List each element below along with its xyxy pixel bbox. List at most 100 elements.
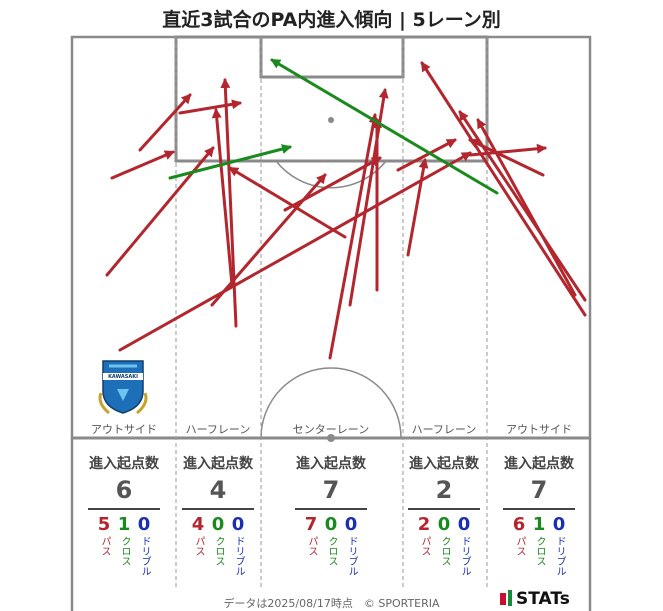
pass-label: パス [514,536,525,556]
club-crest: KAWASAKI [98,360,148,415]
entry-count-total: 7 [530,476,548,504]
brand-name: STATs [516,589,570,609]
pass-arrow [138,93,192,152]
pass-arrow [328,113,379,360]
cross-count: 0 [324,514,338,535]
pass-arrow [210,173,327,307]
entry-count-header: 進入起点数 [296,456,366,472]
stat-divider [88,508,160,510]
pass-arrow [458,110,587,302]
entry-count-total: 2 [435,476,453,504]
pass-arrow [118,151,472,352]
lane-label: ハーフレーン [185,423,251,436]
cross-breakdown: 0 クロス [434,514,454,570]
stat-divider [408,508,480,510]
penalty-area [174,35,489,163]
entry-count-header: 進入起点数 [504,456,574,472]
entry-count-header: 進入起点数 [183,456,253,472]
dribble-label: ドリブル [139,536,150,576]
dribble-breakdown: 0 ドリブル [454,514,474,580]
dribble-label: ドリブル [459,536,470,576]
lane-dividers [175,37,488,590]
dribble-count: 0 [344,514,358,535]
cross-label: クロス [439,536,450,566]
brand-mark-red [500,593,506,605]
pass-label: パス [306,536,317,556]
lane-label: アウトサイド [91,423,157,436]
dribble-count: 0 [231,514,245,535]
stat-divider [503,508,575,510]
dribble-label: ドリブル [346,536,357,576]
pass-arrow [228,166,347,239]
pass-label: パス [99,536,110,556]
stat-divider [295,508,367,510]
dribble-breakdown: 0 ドリブル [228,514,248,580]
cross-arrow [270,58,499,195]
pass-label: パス [193,536,204,556]
pass-breakdown: 5 パス [94,514,114,560]
brand-mark-green [508,590,512,606]
pass-breakdown: 7 パス [301,514,321,560]
crest-text: KAWASAKI [108,374,138,380]
cross-count: 1 [532,514,546,535]
pass-arrow [396,138,457,172]
entry-arrows [105,58,587,360]
pass-count: 6 [512,514,526,535]
center-circle [260,367,402,439]
footer-credit: データは2025/08/17時点 © SPORTERIA [223,597,440,610]
dribble-label: ドリブル [233,536,244,576]
dribble-breakdown: 0 ドリブル [134,514,154,580]
entry-count-total: 4 [209,476,227,504]
stat-divider [182,508,254,510]
pass-arrow [105,146,215,277]
pass-breakdown: 6 パス [509,514,529,560]
cross-breakdown: 1 クロス [529,514,549,570]
pass-count: 7 [304,514,318,535]
pass-breakdown: 4 パス [188,514,208,560]
dribble-count: 0 [457,514,471,535]
cross-count: 0 [211,514,225,535]
pass-arrow [110,150,175,180]
cross-arrow [168,144,292,180]
penalty-arc [275,160,387,189]
pass-arrow [420,61,587,317]
lane-label: センターレーン [292,423,370,436]
pass-arrow [178,99,242,115]
entry-count-total: 7 [322,476,340,504]
entry-count-header: 進入起点数 [89,456,159,472]
cross-breakdown: 0 クロス [321,514,341,570]
pitch-outline [70,35,592,440]
pass-count: 2 [417,514,431,535]
center-spot [327,434,335,442]
pass-arrow [476,118,577,297]
dribble-breakdown: 0 ドリブル [549,514,569,580]
cross-breakdown: 1 クロス [114,514,134,570]
lane-label: ハーフレーン [411,423,477,436]
pass-arrow [211,108,234,287]
pass-arrow [406,158,429,257]
cross-label: クロス [326,536,337,566]
pass-count: 5 [97,514,111,535]
dribble-count: 0 [552,514,566,535]
entry-count-header: 進入起点数 [409,456,479,472]
entry-count-total: 6 [115,476,133,504]
cross-count: 0 [437,514,451,535]
goal-area [259,35,405,79]
penalty-spot [328,117,334,123]
pass-breakdown: 2 パス [414,514,434,560]
cross-label: クロス [213,536,224,566]
cross-label: クロス [119,536,130,566]
lane-label: アウトサイド [506,423,572,436]
cross-breakdown: 0 クロス [208,514,228,570]
cross-label: クロス [534,536,545,566]
cross-count: 1 [117,514,131,535]
page-title: 直近3試合のPA内進入傾向 | 5レーン別 [162,9,501,31]
pass-label: パス [419,536,430,556]
dribble-label: ドリブル [554,536,565,576]
dribble-breakdown: 0 ドリブル [341,514,361,580]
brand-logo: STATs [500,589,570,609]
pass-count: 4 [191,514,205,535]
dribble-count: 0 [137,514,151,535]
